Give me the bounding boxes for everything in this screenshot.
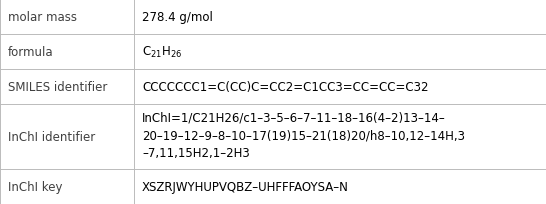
Text: formula: formula (8, 46, 54, 59)
Text: CCCCCCC1=C(CC)C=CC2=C1CC3=CC=CC=C32: CCCCCCC1=C(CC)C=CC2=C1CC3=CC=CC=C32 (142, 81, 429, 94)
Text: InChI key: InChI key (8, 180, 63, 193)
Text: XSZRJWYHUPVQBZ–UHFFFAOYSA–N: XSZRJWYHUPVQBZ–UHFFFAOYSA–N (142, 180, 349, 193)
Text: SMILES identifier: SMILES identifier (8, 81, 108, 94)
Text: InChI identifier: InChI identifier (8, 131, 96, 143)
Text: 20–19–12–9–8–10–17(19)15–21(18)20/h8–10,12–14H,3: 20–19–12–9–8–10–17(19)15–21(18)20/h8–10,… (142, 129, 465, 142)
Text: InChI=1/C21H26/c1–3–5–6–7–11–18–16(4–2)13–14–: InChI=1/C21H26/c1–3–5–6–7–11–18–16(4–2)1… (142, 111, 446, 124)
Text: 278.4 g/mol: 278.4 g/mol (142, 11, 213, 24)
Text: molar mass: molar mass (8, 11, 77, 24)
Text: –7,11,15H2,1–2H3: –7,11,15H2,1–2H3 (142, 146, 250, 160)
Text: C$_{21}$H$_{26}$: C$_{21}$H$_{26}$ (142, 45, 182, 60)
